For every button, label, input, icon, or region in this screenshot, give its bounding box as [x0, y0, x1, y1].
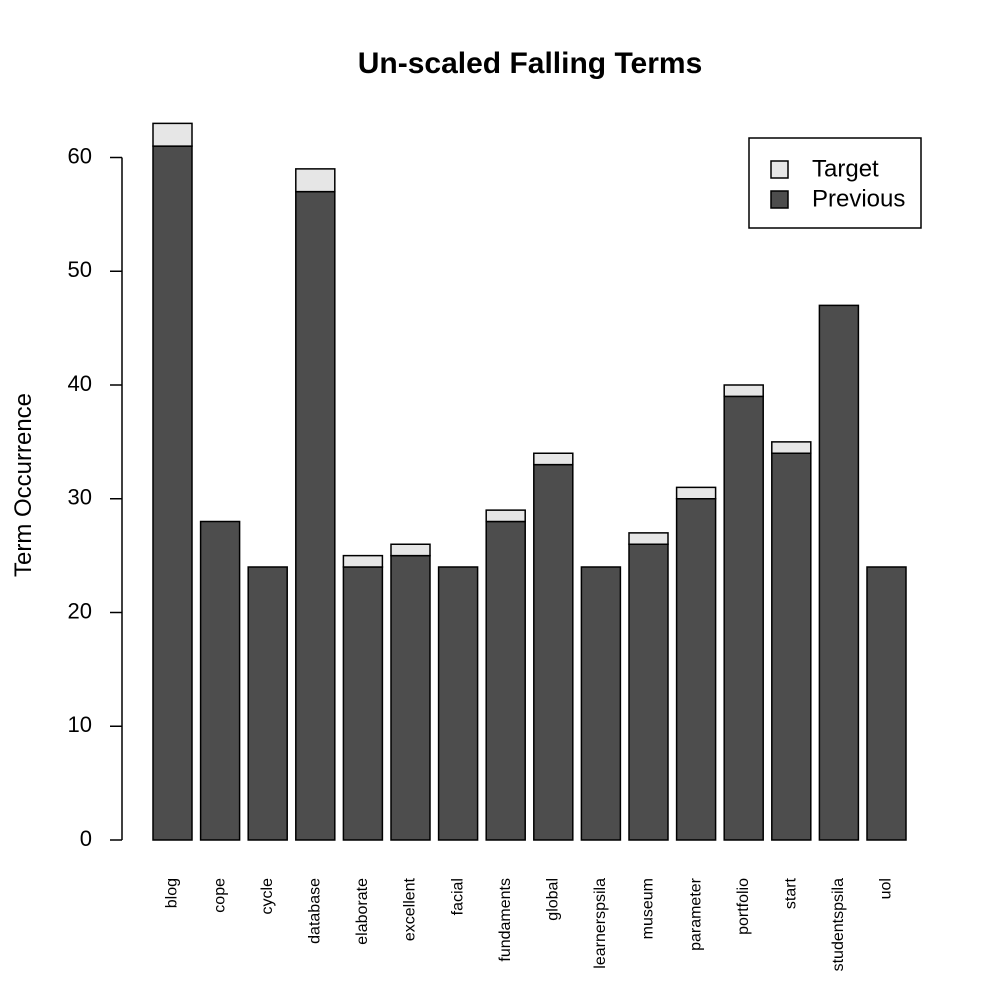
legend-box [748, 137, 922, 229]
x-tick-label-facial: facial [449, 878, 466, 915]
bar-previous-museum [628, 543, 669, 841]
bar-target-fundaments [485, 509, 526, 523]
x-tick-label-cycle: cycle [259, 878, 276, 915]
bar-previous-facial [437, 566, 479, 841]
legend-swatch-target [770, 160, 789, 179]
bar-target-excellent [390, 543, 431, 557]
bar-previous-portfolio [723, 395, 764, 841]
x-tick-label-blog: blog [164, 878, 181, 908]
bar-previous-start [771, 452, 812, 841]
y-axis: 0 10 20 30 40 50 60 [68, 143, 123, 851]
x-tick-label-global: global [545, 878, 562, 921]
bar-previous-global [533, 463, 574, 841]
bar-previous-elaborate [342, 566, 384, 841]
x-tick-label-database: database [307, 878, 324, 944]
bar-previous-cope [199, 520, 241, 841]
bar-previous-studentspsila [818, 304, 860, 841]
y-tick-label: 30 [68, 485, 92, 510]
bar-target-blog [152, 122, 193, 147]
legend-swatch-previous [770, 190, 789, 209]
y-tick-label: 0 [80, 826, 92, 851]
bar-target-global [533, 452, 574, 466]
bar-previous-excellent [390, 554, 431, 841]
legend-label-target: Target [812, 155, 879, 182]
y-tick-label: 50 [68, 257, 92, 282]
x-tick-label-uol: uol [878, 878, 895, 899]
bar-previous-fundaments [485, 520, 526, 841]
x-tick-label-elaborate: elaborate [354, 878, 371, 945]
x-tick-label-learnerspsila: learnerspsila [592, 878, 609, 969]
bar-previous-uol [866, 566, 907, 841]
y-tick-label: 20 [68, 598, 92, 623]
legend: Target Previous [748, 137, 922, 229]
chart-title: Un-scaled Falling Terms [358, 47, 703, 80]
bar-target-portfolio [723, 384, 764, 398]
x-tick-label-cope: cope [211, 878, 228, 913]
y-tick-label: 40 [68, 371, 92, 396]
bar-previous-learnerspsila [580, 566, 622, 841]
bar-previous-parameter [675, 498, 717, 841]
bar-previous-cycle [247, 566, 288, 841]
x-tick-label-excellent: excellent [402, 877, 419, 941]
y-tick-label: 60 [68, 143, 92, 168]
bars [152, 122, 907, 841]
bar-previous-database [295, 190, 336, 841]
bar-target-elaborate [342, 554, 384, 568]
y-axis-label: Term Occurrence [10, 393, 37, 577]
bar-target-parameter [675, 486, 717, 500]
x-tick-label-start: start [783, 877, 800, 909]
x-tick-label-museum: museum [640, 878, 657, 939]
x-tick-labels: blog cope cycle database elaborate excellent f… [164, 877, 895, 971]
bar-target-start [771, 441, 812, 454]
x-tick-label-fundaments: fundaments [497, 878, 514, 962]
y-tick-label: 10 [68, 712, 92, 737]
bar-previous-blog [152, 145, 193, 841]
legend-label-previous: Previous [812, 185, 905, 212]
x-tick-label-parameter: parameter [687, 877, 704, 951]
bar-target-museum [628, 532, 669, 545]
bar-target-database [295, 168, 336, 193]
x-tick-label-portfolio: portfolio [735, 878, 752, 935]
x-tick-label-studentspsila: studentspsila [830, 878, 847, 971]
